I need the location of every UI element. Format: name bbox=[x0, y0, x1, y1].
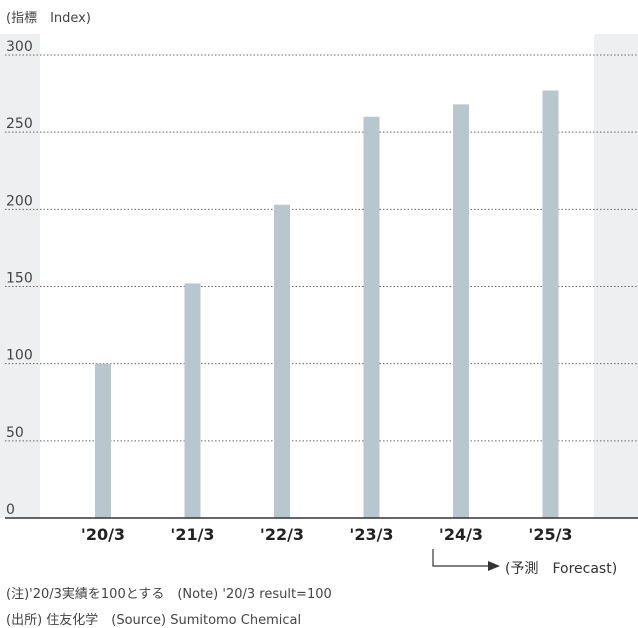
bar bbox=[542, 90, 559, 518]
y-axis-tick-labels: 0 50 100 150 200 250 300 bbox=[6, 39, 33, 518]
y-tick-label: 50 bbox=[6, 425, 24, 441]
y-tick-label: 300 bbox=[6, 39, 33, 55]
right-shaded-panel bbox=[594, 34, 638, 518]
x-tick-label: '25/3 bbox=[528, 525, 572, 544]
y-tick-label: 0 bbox=[6, 502, 15, 518]
y-axis-unit-label: (指標 Index) bbox=[6, 11, 91, 26]
bars bbox=[95, 90, 559, 519]
y-tick-label: 100 bbox=[6, 348, 33, 364]
x-tick-label: '24/3 bbox=[439, 525, 483, 544]
bar bbox=[184, 283, 201, 518]
x-tick-label: '20/3 bbox=[81, 525, 125, 544]
bar bbox=[363, 116, 380, 518]
y-tick-label: 250 bbox=[6, 116, 33, 132]
y-tick-label: 200 bbox=[6, 193, 33, 209]
forecast-label: (予測 Forecast) bbox=[505, 561, 617, 577]
forecast-arrowhead bbox=[488, 561, 500, 571]
y-tick-label: 150 bbox=[6, 271, 33, 287]
x-axis-tick-labels: '20/3 '21/3 '22/3 '23/3 '24/3 '25/3 bbox=[81, 525, 573, 544]
bar bbox=[95, 363, 111, 518]
left-shaded-panel bbox=[0, 34, 40, 518]
source-text: (出所) 住友化学 (Source) Sumitomo Chemical bbox=[6, 613, 302, 628]
note-text: (注)'20/3実績を100とする (Note) '20/3 result=10… bbox=[6, 587, 332, 602]
bar bbox=[274, 204, 290, 518]
x-tick-label: '21/3 bbox=[170, 525, 214, 544]
x-tick-label: '22/3 bbox=[260, 525, 304, 544]
x-tick-label: '23/3 bbox=[349, 525, 393, 544]
forecast-arrow bbox=[432, 549, 490, 567]
bar bbox=[453, 104, 469, 519]
